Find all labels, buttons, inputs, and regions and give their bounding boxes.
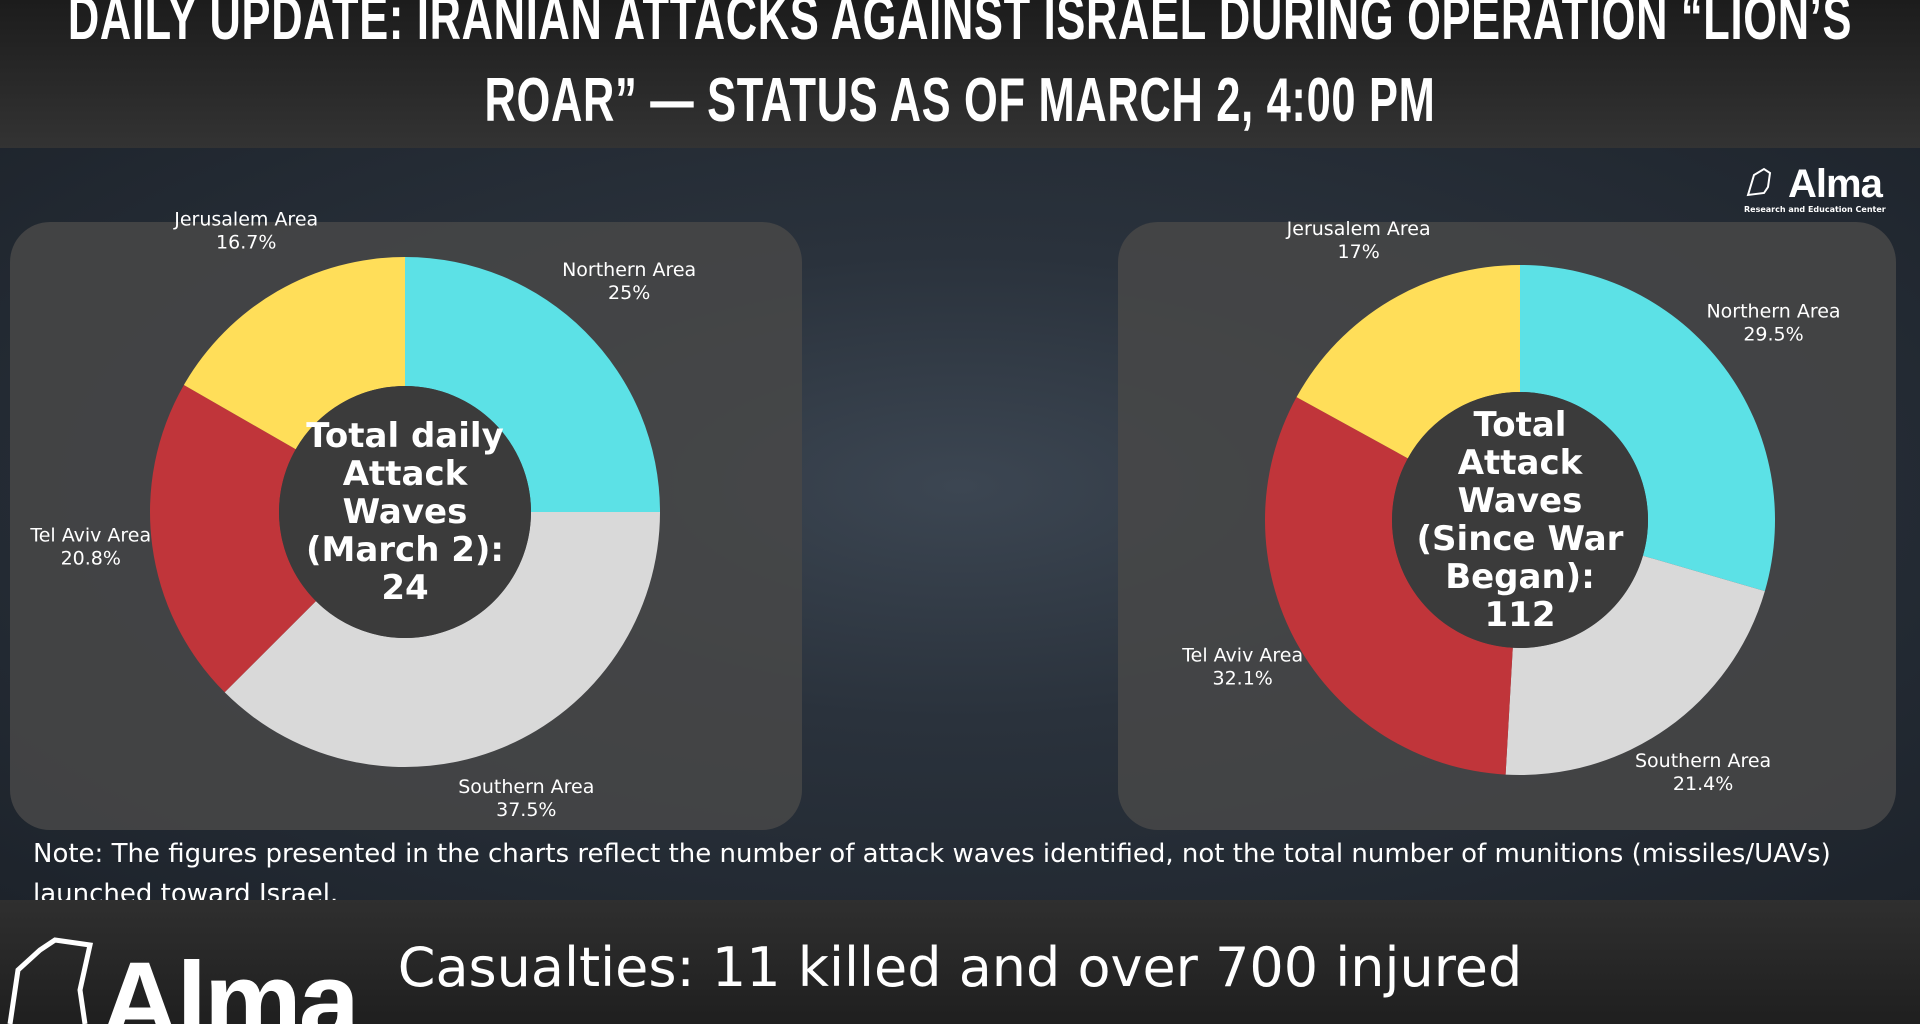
logo-outline — [7, 937, 94, 1024]
donut-segment — [1520, 265, 1775, 592]
donut-segment — [1265, 397, 1513, 775]
segment-value-label: 20.8% — [61, 548, 121, 570]
center-value: 24 — [381, 568, 429, 608]
footer: Alma Casualties: 11 killed and over 700 … — [0, 900, 1920, 1024]
donut-segment — [1505, 555, 1765, 775]
logo: Alma — [100, 940, 360, 1024]
center-label-text: Total Attack Waves (Since War Began): — [1416, 405, 1624, 597]
logo-tagline: Research and Education Center — [1744, 205, 1886, 214]
logo-icon — [7, 937, 94, 1024]
logo: Alma — [1788, 162, 1883, 206]
segment-label: Northern Area — [562, 259, 696, 281]
casualties: Casualties: 11 killed and over 700 injur… — [0, 936, 1920, 999]
segment-value-label: 16.7% — [216, 232, 276, 254]
segment-label: Tel Aviv Area — [29, 525, 151, 547]
segment-value-label: 25% — [608, 282, 650, 304]
donut-segment — [224, 512, 660, 768]
segment-value-label: 29.5% — [1743, 324, 1803, 346]
donut-hole — [1392, 392, 1648, 648]
donut-segment — [150, 384, 316, 693]
segment-value-label: 21.4% — [1673, 773, 1733, 795]
segment-label: Jerusalem Area — [173, 209, 318, 231]
center-label: Total Attack Waves (Since War Began): 112 — [1410, 406, 1630, 634]
segment-label: Southern Area — [1635, 750, 1771, 772]
title-band: DAILY UPDATE: IRANIAN ATTACKS AGAINST IS… — [0, 0, 1920, 148]
donut-segment — [405, 257, 660, 512]
casualties-text: Casualties: 11 killed and over 700 injur… — [397, 936, 1523, 999]
segment-label: Southern Area — [458, 776, 594, 798]
center-label-text: Total daily Attack Waves (March 2): — [305, 416, 505, 570]
donut-segment — [183, 257, 405, 450]
donut-hole — [279, 386, 531, 638]
segment-value-label: 37.5% — [496, 799, 556, 821]
donut-segment — [1296, 265, 1520, 459]
segment-label: Northern Area — [1706, 301, 1840, 323]
segment-label: Jerusalem Area — [1286, 218, 1431, 240]
segment-value-label: 32.1% — [1213, 668, 1273, 690]
note: Note: The figures presented in the chart… — [33, 839, 1831, 909]
logo-icon — [1746, 167, 1772, 197]
center-label: Total daily Attack Waves (March 2): 24 — [295, 417, 515, 607]
segment-value-label: 17% — [1338, 241, 1380, 263]
title: DAILY UPDATE: IRANIAN ATTACKS AGAINST IS… — [67, 0, 1853, 135]
segment-label: Tel Aviv Area — [1181, 645, 1303, 667]
center-value: 112 — [1484, 595, 1556, 635]
